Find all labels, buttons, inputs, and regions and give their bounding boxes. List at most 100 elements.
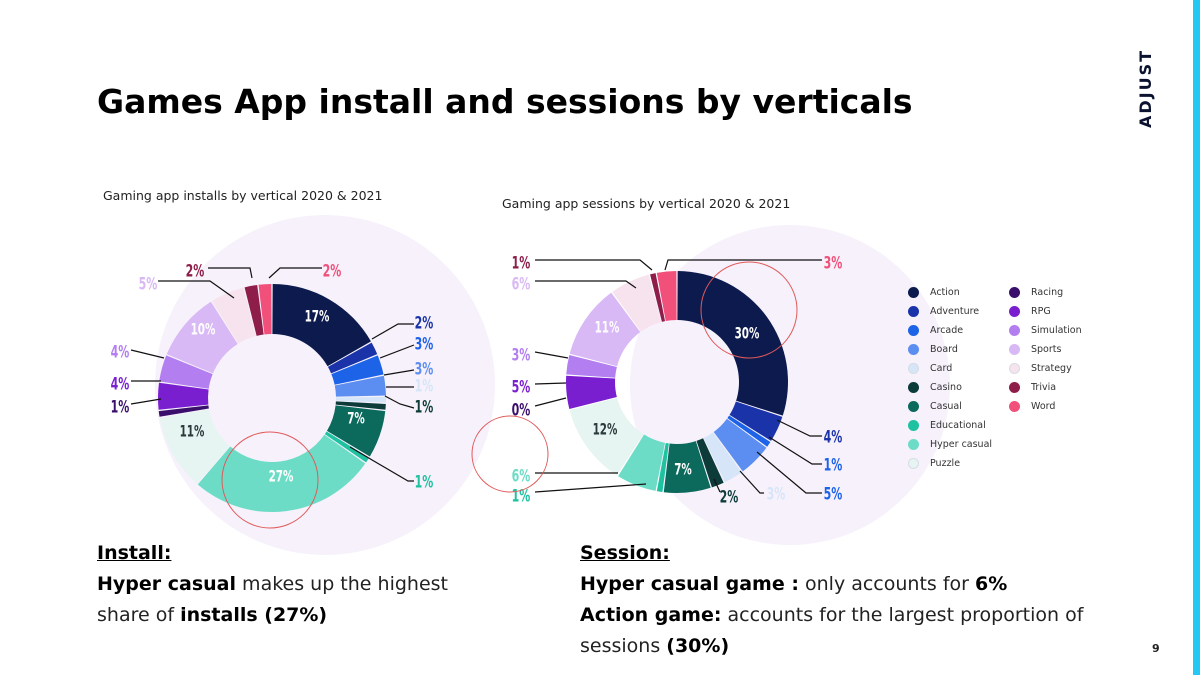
data-label-sports: 11% — [595, 319, 620, 337]
legend-label: Card — [930, 362, 953, 374]
leader-line-rpg — [534, 382, 567, 385]
sessions-donut-chart: 30%4%1%5%3%2%7%1%6%12%0%5%3%11%6%1% 3% — [471, 254, 843, 507]
data-label-strategy: 5% — [139, 275, 158, 295]
leader-line-strategy — [535, 280, 637, 289]
leader-line-word — [664, 259, 822, 271]
legend-swatch — [908, 362, 919, 374]
data-label-rpg: 5% — [512, 378, 531, 398]
legend-item-board: Board — [908, 341, 958, 357]
session-line-2: Action game: accounts for the largest pr… — [580, 600, 1125, 631]
legend-swatch — [908, 457, 919, 469]
leader-line-trivia — [208, 267, 253, 279]
data-label-trivia: 1% — [512, 254, 531, 274]
slice-simulation — [159, 355, 213, 389]
legend-item-casual: Casual — [908, 398, 962, 414]
leader-line-adventure — [371, 323, 414, 340]
legend-item-simulation: Simulation — [1009, 322, 1082, 338]
installs-donut-chart: 17% 2%3%3%1%1%7%1%27%11%1%4%4%10%5%2% 2% — [111, 262, 434, 529]
leader-line-educational — [534, 483, 647, 493]
data-label-educational: 1% — [415, 473, 434, 493]
slice-casino — [335, 401, 386, 410]
install-line-2: share of installs (27%) — [97, 600, 537, 631]
leader-line-word — [268, 267, 322, 279]
data-label-racing: 1% — [111, 398, 130, 418]
leader-line-trivia — [535, 259, 653, 271]
legend-label: Arcade — [930, 324, 964, 336]
accent-bar — [1193, 0, 1200, 675]
slice-arcade — [331, 355, 384, 385]
data-label-board: 5% — [824, 485, 843, 505]
leader-line-simulation — [130, 349, 165, 359]
highlight-circle — [471, 415, 549, 493]
data-label-casual: 7% — [347, 410, 365, 428]
legend-label: Hyper casual — [930, 438, 993, 450]
install-bold-2: installs (27%) — [180, 604, 328, 626]
slice-word — [656, 271, 677, 322]
data-label-puzzle: 11% — [180, 423, 205, 441]
legend-swatch — [1009, 286, 1020, 298]
legend-swatch — [1009, 381, 1020, 393]
session-text-1: only accounts for — [798, 573, 976, 595]
data-label-strategy: 6% — [512, 275, 531, 295]
legend: Action Adventure Arcade Board Card Casino Casu… — [908, 284, 1108, 474]
session-line-1: Hyper casual game : only accounts for 6% — [580, 569, 1125, 600]
session-bold-3: (30%) — [666, 635, 730, 657]
leader-line-arcade — [768, 436, 822, 465]
leader-line-strategy — [158, 280, 235, 299]
session-text-2: accounts for the largest proportion of — [721, 604, 1084, 626]
legend-item-educational: Educational — [908, 417, 986, 433]
leader-line-board — [383, 369, 415, 376]
data-label-adventure: 4% — [824, 428, 843, 448]
legend-swatch — [908, 419, 919, 431]
legend-item-sports: Sports — [1009, 341, 1061, 357]
legend-label: Adventure — [930, 305, 980, 317]
session-bold-1: Hyper casual game : — [580, 573, 799, 595]
leader-line-racing — [534, 397, 567, 407]
legend-item-card: Card — [908, 360, 952, 376]
slice-strategy — [212, 287, 256, 344]
legend-item-arcade: Arcade — [908, 322, 963, 338]
slice-rpg — [158, 382, 209, 410]
session-bold-1b: 6% — [975, 573, 1008, 595]
data-label-hyper-casual: 6% — [512, 467, 531, 487]
leader-line-casino — [384, 395, 415, 409]
leader-line-educational — [349, 446, 414, 482]
legend-label: Casino — [930, 381, 962, 393]
leader-line-card — [739, 470, 764, 494]
session-text-3: sessions — [580, 635, 667, 657]
highlight-circle — [700, 261, 798, 359]
legend-label: Action — [930, 286, 960, 298]
legend-swatch — [908, 324, 919, 336]
leader-line-board — [756, 451, 822, 494]
slice-racing — [158, 405, 209, 417]
adjust-logo: ADJUST — [1136, 48, 1155, 128]
data-label-board: 3% — [415, 360, 434, 380]
legend-swatch — [908, 305, 919, 317]
data-label-hyper-casual: 27% — [269, 468, 294, 486]
legend-label: Educational — [930, 419, 986, 431]
install-text-1: makes up the highest — [236, 573, 448, 595]
slice-trivia — [244, 284, 264, 336]
session-line-3: sessions (30%) — [580, 631, 1125, 662]
legend-swatch — [1009, 362, 1020, 374]
legend-item-puzzle: Puzzle — [908, 455, 960, 471]
data-label-arcade: 3% — [415, 335, 434, 355]
data-label-trivia: 2% — [186, 262, 205, 282]
legend-swatch — [1009, 400, 1020, 412]
leader-line-arcade — [379, 344, 415, 359]
data-label-card: 3% — [767, 485, 786, 505]
highlight-circle — [221, 431, 319, 529]
slice-action — [272, 284, 371, 367]
page-number: 9 — [1152, 642, 1160, 655]
slice-adventure — [327, 342, 378, 374]
leader-line-adventure — [776, 419, 822, 437]
session-heading: Session: — [580, 538, 1125, 569]
slice-trivia — [650, 273, 666, 322]
legend-label: Word — [1031, 400, 1056, 412]
slice-casino — [696, 438, 724, 488]
legend-swatch — [908, 286, 919, 298]
slice-sports — [166, 301, 238, 374]
slice-board — [713, 418, 767, 472]
slice-action — [677, 271, 788, 416]
data-label-educational: 1% — [512, 487, 531, 507]
